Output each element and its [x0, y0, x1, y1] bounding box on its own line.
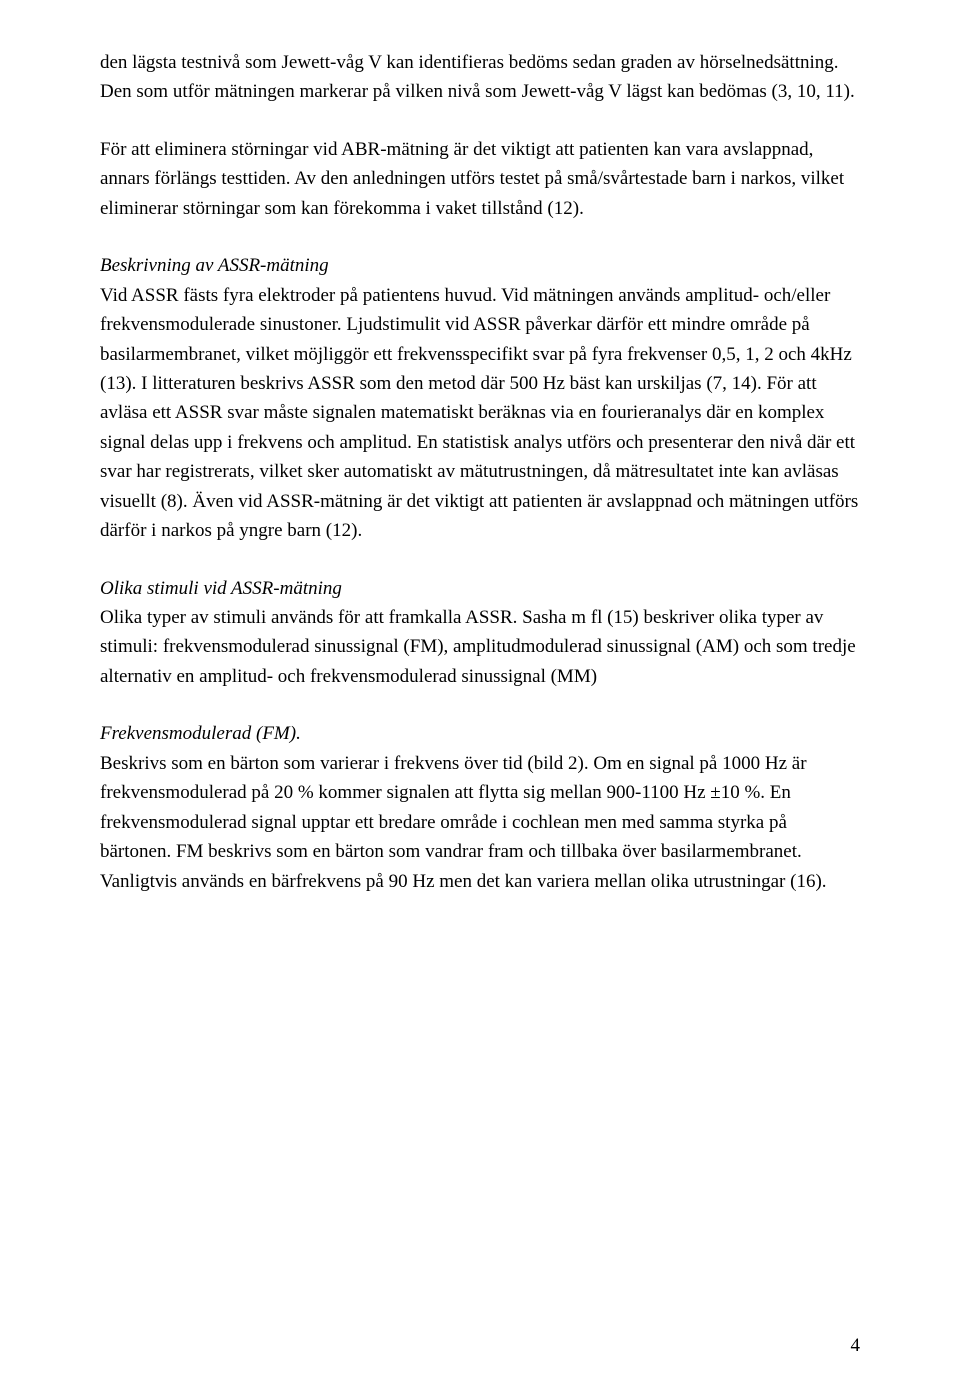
paragraph-3: Beskrivning av ASSR-mätning Vid ASSR fäs… — [100, 251, 860, 545]
page-number: 4 — [851, 1335, 861, 1357]
section-title-fm: Frekvensmodulerad (FM). — [100, 719, 860, 748]
section-title-assr-description: Beskrivning av ASSR-mätning — [100, 251, 860, 280]
section-title-stimuli: Olika stimuli vid ASSR-mätning — [100, 574, 860, 603]
paragraph-1: den lägsta testnivå som Jewett-våg V kan… — [100, 48, 860, 107]
paragraph-5-body: Beskrivs som en bärton som varierar i fr… — [100, 753, 827, 892]
paragraph-3-body: Vid ASSR fästs fyra elektroder på patien… — [100, 285, 858, 542]
paragraph-4: Olika stimuli vid ASSR-mätning Olika typ… — [100, 574, 860, 692]
document-page: den lägsta testnivå som Jewett-våg V kan… — [0, 0, 960, 1387]
paragraph-2: För att eliminera störningar vid ABR-mät… — [100, 135, 860, 223]
paragraph-5: Frekvensmodulerad (FM). Beskrivs som en … — [100, 719, 860, 896]
paragraph-4-body: Olika typer av stimuli används för att f… — [100, 607, 856, 687]
